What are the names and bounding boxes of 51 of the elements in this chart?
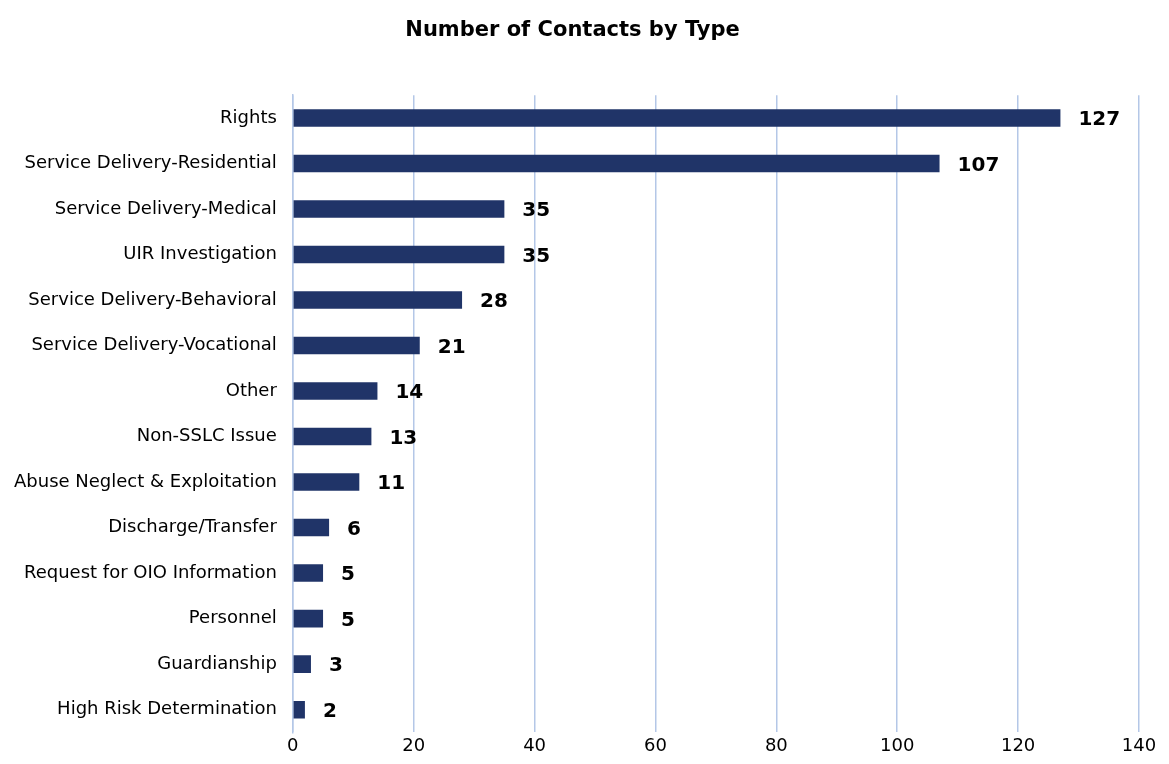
y-tick-label: Non-SSLC Issue bbox=[136, 424, 277, 446]
bar bbox=[293, 109, 1061, 127]
bar bbox=[293, 336, 420, 355]
bar bbox=[293, 154, 940, 173]
y-tick-label: Personnel bbox=[188, 606, 277, 628]
data-label: 21 bbox=[437, 333, 466, 358]
bar bbox=[293, 473, 360, 491]
bar bbox=[293, 700, 305, 719]
y-tick-label: Service Delivery-Vocational bbox=[31, 333, 277, 355]
x-tick-label: 40 bbox=[523, 733, 547, 755]
data-label: 2 bbox=[322, 697, 337, 722]
data-label: 11 bbox=[377, 470, 406, 495]
bar bbox=[293, 427, 372, 446]
bar bbox=[293, 564, 324, 582]
y-tick-label: Service Delivery-Behavioral bbox=[28, 287, 277, 309]
data-label: 6 bbox=[347, 515, 362, 540]
data-label: 28 bbox=[480, 288, 508, 313]
x-tick-label: 0 bbox=[287, 733, 299, 755]
bar bbox=[293, 200, 505, 218]
y-tick-label: Service Delivery-Medical bbox=[54, 196, 277, 218]
x-tick-label: 120 bbox=[1000, 733, 1036, 755]
x-tick-label: 20 bbox=[402, 733, 426, 755]
data-label: 35 bbox=[522, 197, 551, 222]
chart-title: Number of Contacts by Type bbox=[405, 17, 740, 42]
y-tick-label: Other bbox=[225, 378, 278, 400]
bar bbox=[293, 291, 463, 309]
y-tick-label: Discharge/Transfer bbox=[108, 515, 278, 537]
data-label: 35 bbox=[522, 242, 551, 267]
bar bbox=[293, 518, 330, 537]
data-label: 13 bbox=[389, 424, 418, 449]
data-label: 14 bbox=[395, 379, 424, 404]
x-tick-label: 100 bbox=[880, 733, 915, 755]
bar bbox=[293, 655, 311, 673]
data-label: 127 bbox=[1078, 106, 1121, 131]
y-tick-label: Rights bbox=[220, 105, 277, 127]
data-label: 3 bbox=[328, 652, 343, 677]
data-label: 5 bbox=[341, 606, 355, 631]
y-tick-label: Abuse Neglect & Exploitation bbox=[14, 469, 277, 491]
y-tick-label: High Risk Determination bbox=[57, 697, 277, 719]
y-tick-label: Guardianship bbox=[157, 651, 277, 673]
x-tick-label: 140 bbox=[1121, 733, 1157, 755]
x-tick-label: 60 bbox=[644, 733, 667, 755]
data-label: 5 bbox=[341, 561, 355, 586]
y-tick-label: UIR Investigation bbox=[123, 242, 277, 264]
y-tick-label: Service Delivery-Residential bbox=[24, 151, 277, 173]
bar bbox=[293, 245, 505, 264]
y-tick-label: Request for OIO Information bbox=[23, 560, 277, 582]
data-label: 107 bbox=[957, 151, 1000, 176]
bar bbox=[293, 382, 378, 400]
bar bbox=[293, 609, 324, 628]
x-tick-label: 80 bbox=[764, 733, 788, 755]
